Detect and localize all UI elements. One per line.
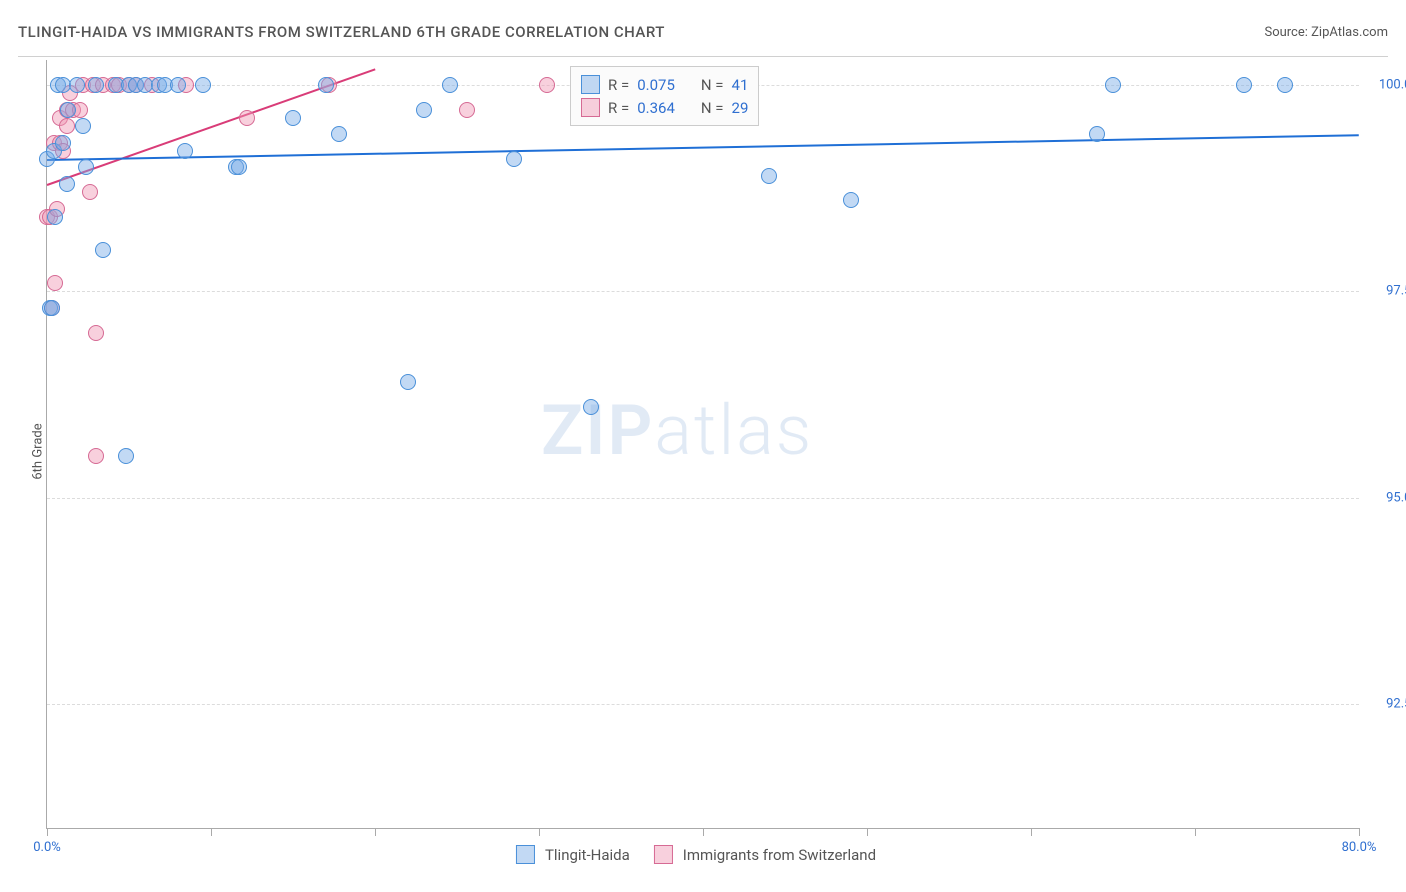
data-point: [318, 77, 334, 93]
legend-series-label: Tlingit-Haida: [545, 846, 630, 864]
source-label: Source: ZipAtlas.com: [1264, 25, 1388, 40]
data-point: [1277, 77, 1293, 93]
data-point: [195, 77, 211, 93]
x-tick-label: 0.0%: [33, 840, 61, 855]
x-tick: [539, 828, 540, 836]
legend-row: R = 0.075 N = 41: [581, 73, 748, 96]
data-point: [239, 110, 255, 126]
x-tick: [703, 828, 704, 836]
chart-container: TLINGIT-HAIDA VS IMMIGRANTS FROM SWITZER…: [0, 0, 1406, 892]
data-point: [78, 159, 94, 175]
x-tick: [1031, 828, 1032, 836]
x-tick-label: 80.0%: [1342, 840, 1377, 855]
x-tick: [1359, 828, 1360, 836]
y-tick-label: 100.0%: [1379, 77, 1406, 92]
data-point: [69, 77, 85, 93]
data-point: [416, 102, 432, 118]
data-point: [331, 126, 347, 142]
x-tick: [47, 828, 48, 836]
legend-r-value: 0.075: [637, 76, 675, 94]
data-point: [539, 77, 555, 93]
data-point: [47, 209, 63, 225]
legend-bottom: Tlingit-Haida Immigrants from Switzerland: [516, 845, 890, 864]
legend-n-prefix: N =: [701, 99, 724, 117]
data-point: [843, 192, 859, 208]
data-point: [59, 176, 75, 192]
data-point: [88, 325, 104, 341]
gridline: [47, 704, 1359, 705]
legend-top: R = 0.075 N = 41 R = 0.364 N = 29: [570, 66, 759, 126]
legend-r-value: 0.364: [637, 99, 675, 117]
data-point: [88, 448, 104, 464]
data-point: [506, 151, 522, 167]
legend-n-prefix: N =: [701, 76, 724, 94]
legend-r-prefix: R =: [608, 99, 629, 117]
data-point: [75, 118, 91, 134]
data-point: [118, 448, 134, 464]
watermark-light: atlas: [654, 390, 813, 472]
data-point: [285, 110, 301, 126]
legend-n-value: 41: [732, 76, 749, 94]
data-point: [47, 275, 63, 291]
x-tick: [211, 828, 212, 836]
legend-row: R = 0.364 N = 29: [581, 96, 748, 119]
data-point: [1089, 126, 1105, 142]
data-point: [1105, 77, 1121, 93]
legend-swatch: [516, 845, 535, 864]
x-tick: [1195, 828, 1196, 836]
y-tick-label: 92.5%: [1386, 697, 1406, 712]
legend-r-prefix: R =: [608, 76, 629, 94]
legend-swatch: [581, 98, 600, 117]
data-point: [231, 159, 247, 175]
trend-line: [47, 134, 1359, 161]
y-tick-label: 97.5%: [1386, 284, 1406, 299]
data-point: [177, 143, 193, 159]
legend-series-label: Immigrants from Switzerland: [683, 846, 876, 864]
gridline: [47, 498, 1359, 499]
data-point: [1236, 77, 1252, 93]
legend-swatch: [581, 75, 600, 94]
data-point: [459, 102, 475, 118]
x-tick: [375, 828, 376, 836]
chart-title: TLINGIT-HAIDA VS IMMIGRANTS FROM SWITZER…: [18, 23, 665, 41]
data-point: [55, 135, 71, 151]
gridline: [47, 291, 1359, 292]
watermark: ZIPatlas: [541, 390, 813, 472]
data-point: [400, 374, 416, 390]
plot-area: ZIPatlas 92.5%95.0%97.5%100.0%0.0%80.0%: [46, 60, 1359, 829]
legend-swatch: [654, 845, 673, 864]
x-tick: [867, 828, 868, 836]
data-point: [60, 102, 76, 118]
data-point: [761, 168, 777, 184]
y-tick-label: 95.0%: [1386, 490, 1406, 505]
y-axis-label: 6th Grade: [31, 423, 46, 479]
data-point: [88, 77, 104, 93]
data-point: [95, 242, 111, 258]
data-point: [442, 77, 458, 93]
title-bar: TLINGIT-HAIDA VS IMMIGRANTS FROM SWITZER…: [18, 18, 1388, 57]
data-point: [170, 77, 186, 93]
data-point: [59, 118, 75, 134]
data-point: [44, 300, 60, 316]
data-point: [82, 184, 98, 200]
legend-n-value: 29: [732, 99, 749, 117]
data-point: [583, 399, 599, 415]
